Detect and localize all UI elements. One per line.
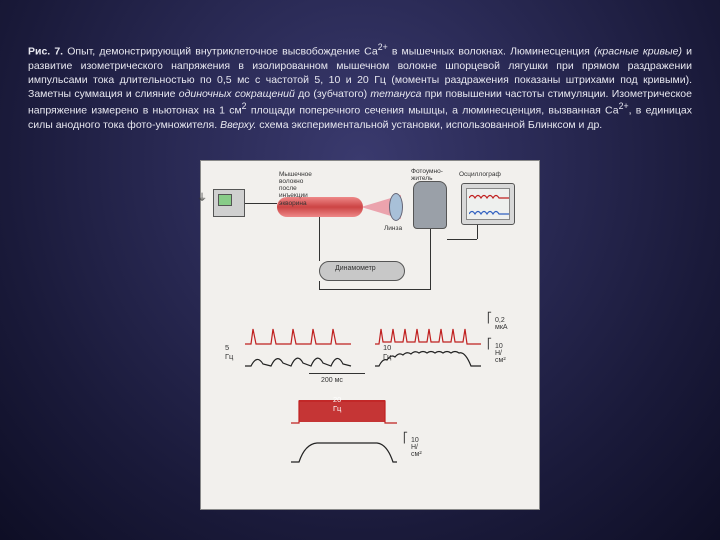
lumi-20hz (289, 397, 399, 427)
lens-label: Линза (384, 225, 402, 232)
tension-scale: 10 Н/см² (495, 343, 506, 364)
time-scalebar (309, 373, 365, 374)
sup1: 2+ (378, 42, 388, 52)
ground-icon: ⏚ (197, 189, 207, 204)
lens (389, 193, 403, 221)
time-label: 200 мс (321, 377, 343, 384)
figure-caption: Рис. 7. Опыт, демонстрирующий внутриклет… (28, 42, 692, 132)
bracket: ⎡ (487, 339, 492, 350)
wire (447, 239, 477, 240)
tension-scale-2: 10 Н/см² (411, 437, 422, 458)
t7: схема экспериментальной установки, испол… (256, 119, 602, 131)
osc-screen (466, 188, 510, 220)
t3: до (зубчатого) (295, 88, 371, 100)
i1: (красные кривые) (594, 46, 682, 58)
freq-5-label: 5 Гц (225, 343, 233, 361)
pmt-label: Фотоумно- житель (411, 169, 443, 182)
freq-20-label: 20 Гц (333, 395, 341, 413)
sup3: 2+ (619, 101, 629, 111)
bracket: ⎡ (487, 313, 492, 324)
fig-label: Рис. 7. (28, 46, 63, 58)
fiber-label: Мышечное волокно после инъекции экворина (279, 171, 312, 207)
wire (477, 225, 478, 239)
wire (245, 203, 277, 204)
bracket: ⎡ (403, 433, 408, 444)
current-scale: 0,2 мкА (495, 317, 508, 331)
charts-area: 5 Гц 10 Гц ⎡ 0,2 мкА ⎡ 10 Н/см² 200 мс (219, 315, 521, 501)
stimulator-box (213, 189, 245, 217)
wire (319, 289, 431, 290)
osc-label: Осциллограф (459, 171, 501, 178)
t5: площади поперечного сечения мышцы, а люм… (247, 105, 619, 117)
photomultiplier (413, 181, 447, 229)
i3: тетануса (370, 88, 421, 100)
i2: одиночных сокращений (179, 88, 295, 100)
t1: Опыт, демонстрирующий внутриклеточное вы… (63, 46, 378, 58)
wire (319, 217, 320, 261)
apparatus-diagram: ⏚ Мышечное волокно после инъекции эквори… (209, 169, 531, 309)
dynamo-label: Динамометр (335, 265, 376, 272)
figure-panel: ⏚ Мышечное волокно после инъекции эквори… (200, 160, 540, 510)
tension-20hz (289, 431, 399, 473)
wire (430, 229, 431, 289)
oscilloscope (461, 183, 515, 225)
wire (319, 281, 320, 289)
t1b: в мышечных волокнах. Люминесценция (388, 46, 594, 58)
i4: Вверху. (220, 119, 256, 131)
tension-10hz (373, 337, 483, 379)
